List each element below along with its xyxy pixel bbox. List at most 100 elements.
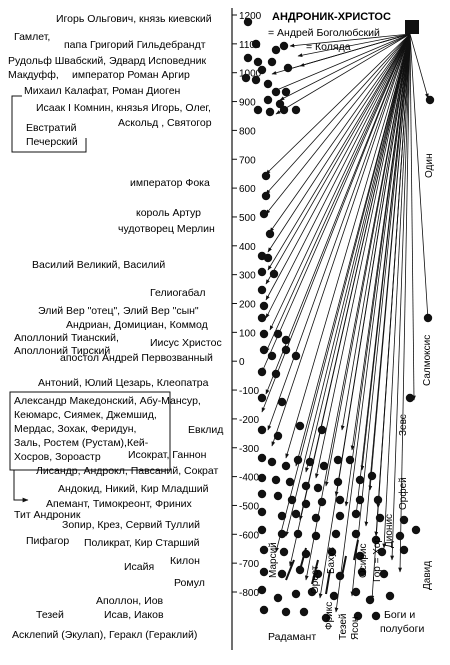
label-evstratiy: Евстратий [26, 122, 77, 134]
person-dot [273, 329, 283, 339]
person-dot [265, 107, 275, 117]
person-dot [375, 513, 385, 523]
person-dot [307, 587, 317, 597]
person-dot [313, 569, 323, 579]
person-dot [385, 591, 395, 601]
evstratiy-bracket [11, 95, 87, 153]
person-dot [275, 99, 285, 109]
person-dot [257, 393, 267, 403]
link-arrow [265, 33, 411, 319]
axis-tick-label: 1200 [239, 11, 262, 22]
person-dot [395, 531, 405, 541]
link-arrow [398, 33, 411, 573]
person-dot [301, 499, 311, 509]
link-arrow [275, 33, 411, 115]
label-zopir: Зопир, Крез, Сервий Туллий [62, 519, 200, 531]
person-dot [265, 229, 275, 239]
label-david: Давид [422, 561, 433, 590]
axis-tick-label: 300 [239, 271, 256, 282]
person-dot [371, 535, 381, 545]
label-macduff: Макдуфф, [8, 69, 59, 81]
link-arrow [409, 33, 416, 401]
label-friks: Фрикс [324, 602, 335, 630]
link-arrow [269, 33, 411, 233]
label-orpheus: Орфей [397, 477, 409, 510]
label-andokid: Андокид, Никий, Кир Младший [58, 483, 209, 495]
person-dot [243, 17, 253, 27]
person-dot [373, 495, 383, 505]
label-romulus: Ромул [174, 577, 205, 589]
axis-tick-label: -100 [239, 386, 259, 397]
label-hamlet: Гамлет, [14, 31, 50, 43]
link-arrow [390, 33, 411, 561]
kolyada-label: = Коляда [306, 41, 351, 53]
label-antony: Антоний, Юлий Цезарь, Клеопатра [38, 377, 209, 389]
axis-tick-label: -500 [239, 501, 259, 512]
person-dot [351, 529, 361, 539]
label-apollony-tir: Аполлоний Тирский [14, 345, 110, 357]
person-dot [371, 611, 381, 621]
person-dot [267, 351, 277, 361]
link-arrow [265, 33, 411, 215]
label-andrew: апостол Андрей Первозванный [60, 352, 213, 364]
axis-tick-label: 100 [239, 328, 256, 339]
box-line-2: Кеюмарс, Сиямек, Джемшид, [14, 409, 157, 421]
person-dot [357, 567, 367, 577]
person-dot [299, 607, 309, 617]
label-bakhus: Бахус [326, 547, 337, 574]
axis-tick-label: -200 [239, 415, 259, 426]
person-dot [267, 457, 277, 467]
link-arrow [267, 33, 411, 271]
person-dot [271, 475, 281, 485]
person-dot [333, 455, 343, 465]
person-dot [273, 491, 283, 501]
person-dot [293, 455, 303, 465]
person-dot [253, 105, 263, 115]
label-rudolf: Рудольф Швабский, Эдвард Исповедник [8, 55, 206, 67]
link-arrow [304, 33, 411, 581]
person-dot [291, 589, 301, 599]
person-dot [281, 335, 291, 345]
person-dot [259, 209, 269, 219]
person-dot [257, 473, 267, 483]
slant-stroke [341, 555, 347, 577]
person-dot [279, 105, 289, 115]
slant-stroke [325, 569, 331, 595]
label-apemant: Апемант, Тимокреонт, Фриних [46, 498, 192, 510]
label-osiris: Осирис [358, 543, 369, 578]
person-dot [257, 425, 267, 435]
person-dot [399, 545, 409, 555]
person-dot [291, 509, 301, 519]
link-arrow [370, 33, 411, 601]
person-dot [241, 73, 251, 83]
person-dot [367, 471, 377, 481]
link-arrow [265, 33, 411, 195]
link-arrow [334, 33, 411, 613]
person-dot [293, 529, 303, 539]
person-dot [273, 431, 283, 441]
person-dot [287, 495, 297, 505]
person-dot [335, 495, 345, 505]
label-gor: Гор = Хор [372, 537, 383, 582]
axis-tick-label: 700 [239, 155, 256, 166]
link-arrow [305, 33, 411, 473]
person-dot [423, 313, 433, 323]
link-arrow [265, 33, 411, 395]
person-dot [305, 457, 315, 467]
link-arrow [289, 33, 411, 48]
person-dot [405, 393, 415, 403]
label-igor: Игорь Ольгович, князь киевский [56, 13, 212, 25]
dot-cloud [241, 17, 435, 623]
person-dot [269, 269, 279, 279]
person-dot [271, 45, 281, 55]
label-aelius: Элий Вер "отец", Элий Вер "сын" [38, 305, 199, 317]
title: АНДРОНИК-ХРИСТОС [272, 11, 391, 23]
person-dot [257, 65, 267, 75]
box-line-5: Хосров, Зороастр [14, 451, 101, 463]
person-dot [261, 171, 271, 181]
person-dot [351, 509, 361, 519]
person-dot [259, 329, 269, 339]
person-dot [257, 285, 267, 295]
person-dot [365, 595, 375, 605]
